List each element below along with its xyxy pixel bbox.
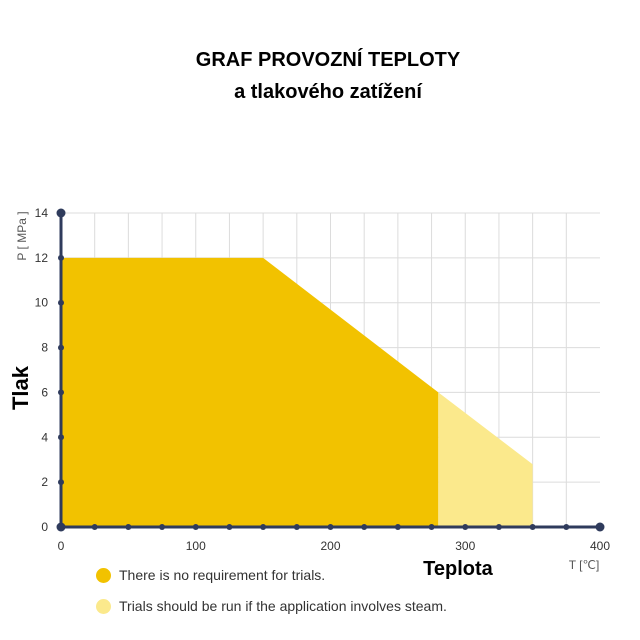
legend: There is no requirement for trials. Tria… (96, 565, 447, 627)
y-axis-marker (58, 389, 64, 396)
x-axis-title: Teplota (423, 558, 494, 580)
y-tick-label: 14 (35, 206, 49, 220)
x-axis-marker (361, 524, 368, 530)
x-axis-marker (159, 524, 166, 530)
y-tick-label: 2 (41, 475, 48, 489)
x-tick-label: 300 (455, 539, 475, 553)
y-tick-label: 4 (41, 430, 48, 444)
x-axis-marker (529, 524, 536, 530)
x-axis-marker (125, 524, 132, 530)
x-axis-marker (394, 524, 401, 530)
title-line-1: GRAF PROVOZNÍ TEPLOTY (195, 49, 461, 71)
y-tick-label: 6 (41, 385, 48, 399)
x-axis-marker (495, 524, 502, 530)
x-axis-marker (462, 524, 469, 530)
x-axis-marker (428, 524, 435, 530)
x-tick-label: 200 (320, 539, 340, 553)
chart-title: GRAF PROVOZNÍ TEPLOTY a tlakového zatíže… (0, 44, 640, 108)
y-axis-marker (58, 344, 64, 351)
legend-label-no-trials: There is no requirement for trials. (119, 567, 326, 583)
x-tick-label: 100 (186, 539, 206, 553)
y-axis-title: Tlak (8, 365, 33, 410)
y-axis-unit: P [ MPa ] (15, 211, 29, 260)
y-tick-label: 10 (35, 296, 49, 310)
legend-swatch-no-trials (96, 567, 111, 583)
y-axis-marker (58, 299, 64, 306)
y-axis-marker (58, 479, 64, 486)
x-tick-label: 400 (590, 539, 610, 553)
y-axis-marker (56, 208, 66, 218)
y-axis-marker (58, 434, 64, 441)
x-axis-marker (595, 522, 605, 532)
legend-label-trials: Trials should be run if the application … (119, 598, 447, 614)
x-axis-marker (563, 524, 570, 530)
y-tick-label: 12 (35, 251, 49, 265)
legend-swatch-trials (96, 598, 111, 614)
x-axis-marker (293, 524, 300, 530)
title-line-2: a tlakového zatížení (234, 81, 422, 103)
y-tick-label: 0 (41, 520, 48, 534)
area-series-2 (438, 392, 533, 527)
x-tick-label: 0 (58, 539, 65, 553)
x-axis-marker (192, 524, 199, 530)
y-tick-label: 8 (41, 341, 48, 355)
legend-item-trials: Trials should be run if the application … (96, 596, 447, 616)
y-axis-marker (58, 524, 64, 530)
x-axis-marker (260, 524, 267, 530)
legend-item-no-trials: There is no requirement for trials. (96, 565, 447, 585)
x-axis-marker (327, 524, 334, 530)
x-axis-marker (91, 524, 98, 530)
x-axis-unit: T [℃] (569, 558, 600, 572)
y-axis-marker (58, 254, 64, 261)
x-axis-marker (226, 524, 233, 530)
area-series-1 (61, 257, 439, 527)
